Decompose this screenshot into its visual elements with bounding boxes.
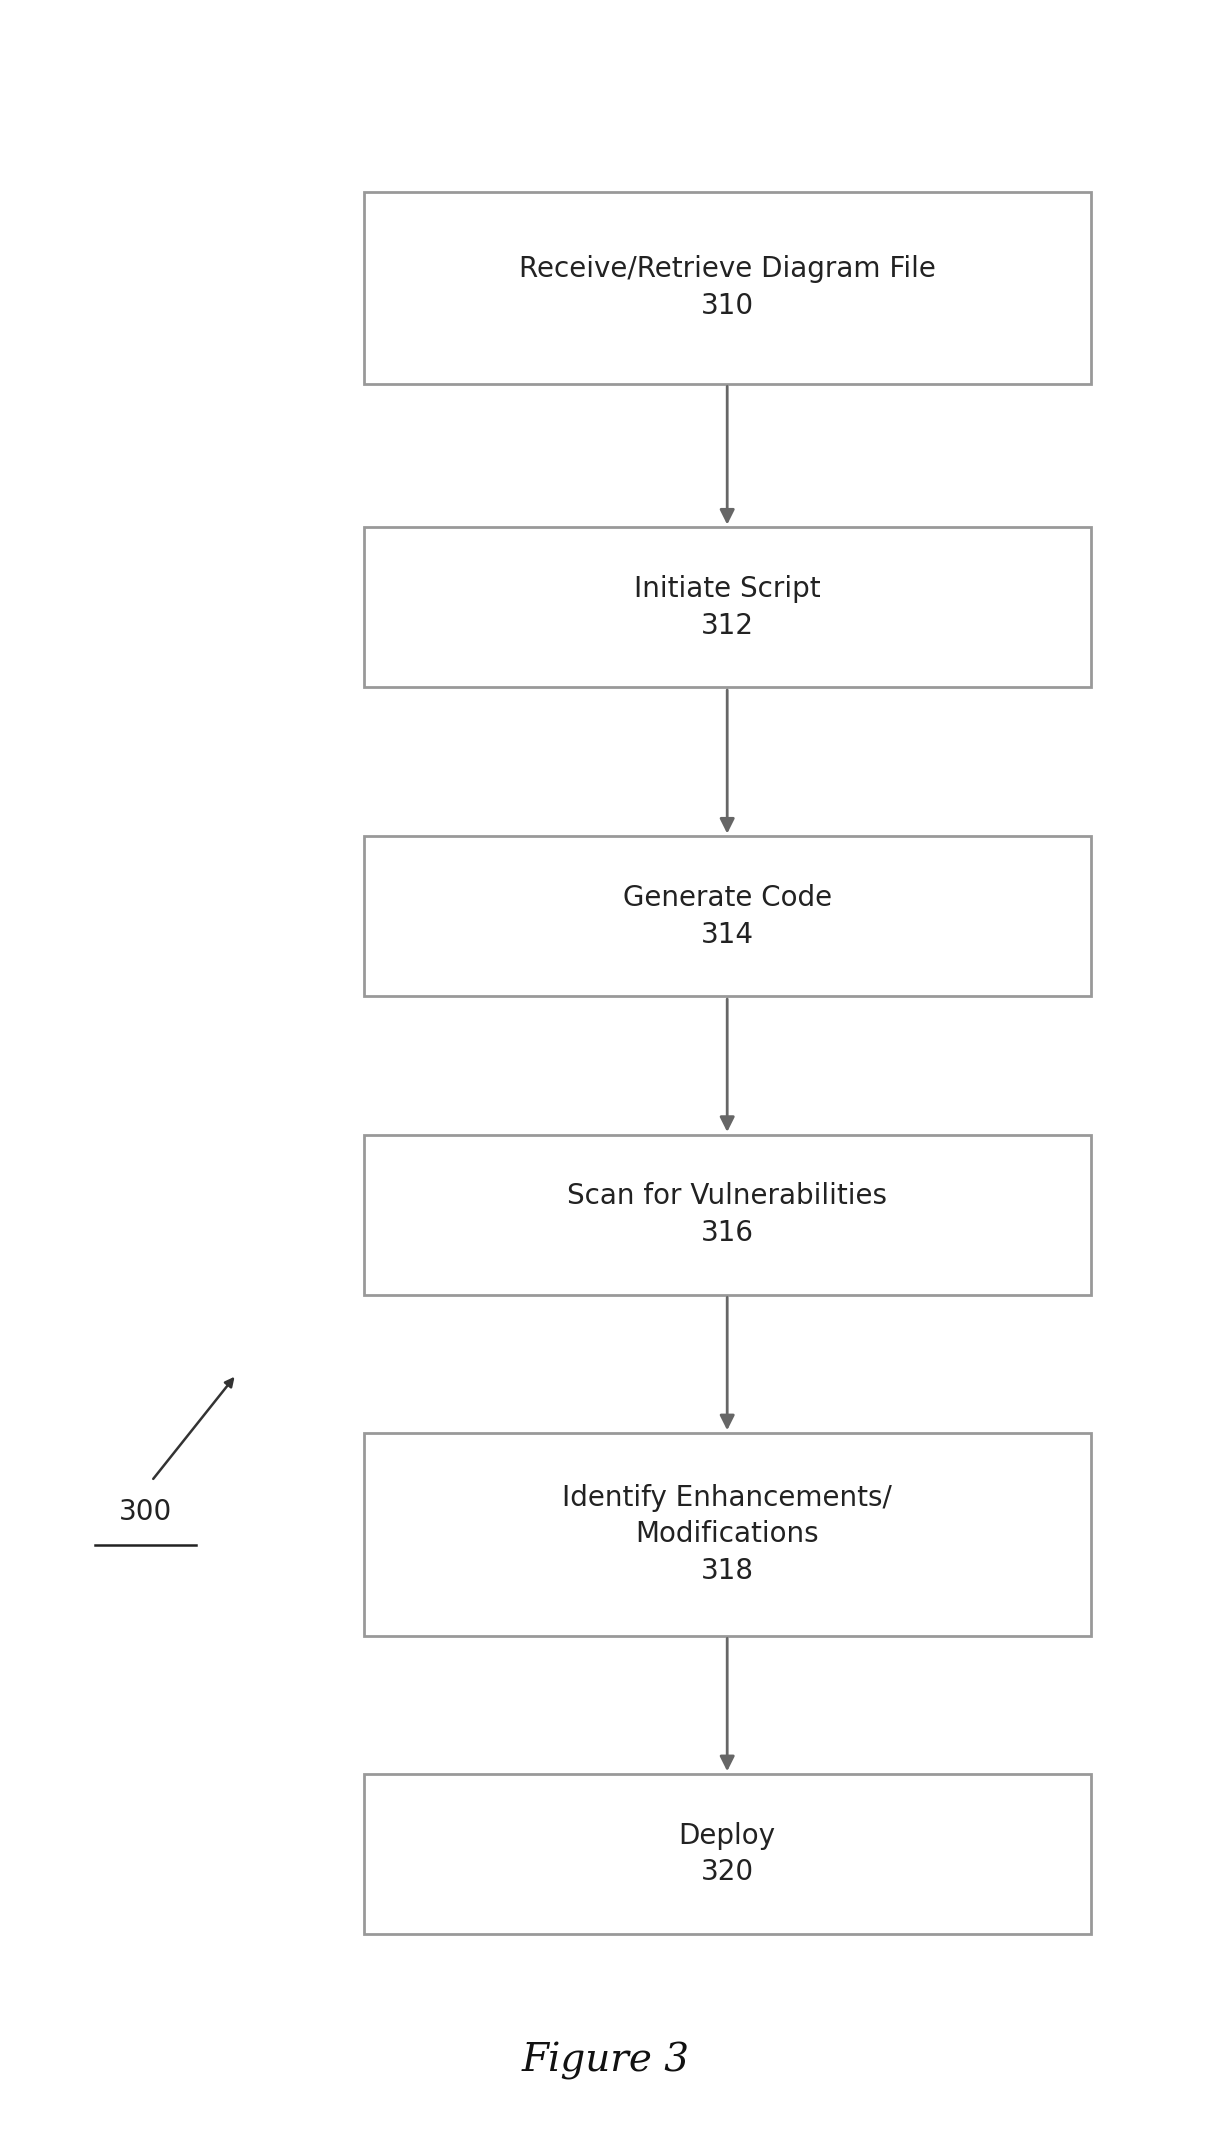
Text: Receive/Retrieve Diagram File
310: Receive/Retrieve Diagram File 310	[519, 256, 936, 320]
Text: Scan for Vulnerabilities
316: Scan for Vulnerabilities 316	[567, 1183, 887, 1247]
FancyBboxPatch shape	[364, 837, 1091, 997]
FancyBboxPatch shape	[364, 1134, 1091, 1294]
Text: Identify Enhancements/
Modifications
318: Identify Enhancements/ Modifications 318	[562, 1483, 892, 1585]
Text: Generate Code
314: Generate Code 314	[623, 884, 831, 948]
Text: 300: 300	[119, 1498, 172, 1526]
FancyBboxPatch shape	[364, 192, 1091, 384]
FancyBboxPatch shape	[364, 1432, 1091, 1637]
Text: Figure 3: Figure 3	[522, 2041, 690, 2080]
Text: Deploy
320: Deploy 320	[679, 1822, 776, 1886]
FancyBboxPatch shape	[364, 528, 1091, 686]
FancyBboxPatch shape	[364, 1773, 1091, 1935]
Text: Initiate Script
312: Initiate Script 312	[634, 575, 821, 639]
